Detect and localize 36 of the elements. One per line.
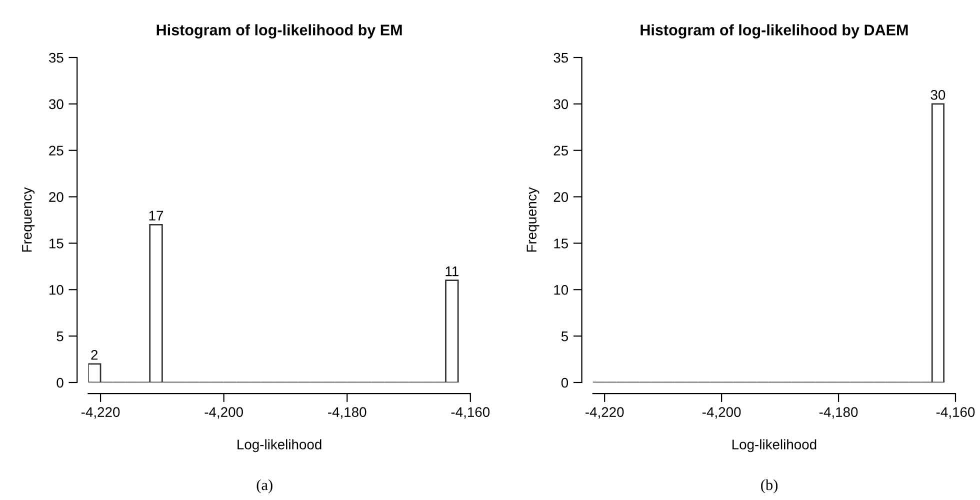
data-label: 11 [446, 266, 458, 276]
data-label: 30 [930, 90, 946, 100]
data-label: 2 [91, 350, 98, 360]
y-tick-label: 25 [49, 146, 64, 156]
x-tick-label: -4,160 [936, 407, 975, 419]
x-axis-title: Log-likelihood [238, 439, 322, 452]
x-tick-label: -4,200 [702, 407, 741, 419]
y-tick-label: 35 [554, 52, 568, 63]
y-tick-label: 5 [561, 332, 568, 342]
y-axis-title: Frequency [22, 187, 35, 252]
data-label: 17 [149, 210, 164, 220]
chart-title: Histogram of log-likelihood by DAEM [640, 24, 908, 39]
y-tick-label: 5 [56, 332, 64, 342]
y-tick-label: 0 [56, 378, 64, 388]
y-tick-label: 30 [48, 99, 64, 110]
y-tick-label: 10 [554, 284, 568, 295]
y-tick-label: 10 [50, 284, 64, 295]
y-tick-label: 15 [50, 238, 64, 248]
x-tick-label: -4,180 [328, 407, 366, 419]
y-tick-label: 0 [561, 378, 568, 388]
x-tick-label: -4,160 [451, 407, 490, 419]
y-axis-title: Frequency [526, 187, 540, 252]
text: (a) [256, 479, 272, 494]
x-tick-label: -4,220 [81, 407, 120, 419]
y-tick-label: 25 [554, 146, 568, 156]
x-tick-label: -4,180 [819, 407, 858, 419]
y-tick-label: 15 [554, 238, 568, 248]
x-tick-label: -4,200 [204, 407, 243, 419]
y-tick-label: 20 [49, 192, 64, 202]
chart-title: Histogram of log-likelihood by EM [156, 24, 402, 39]
y-tick-label: 30 [554, 99, 568, 110]
y-tick-label: 35 [48, 52, 64, 63]
y-tick-label: 20 [554, 192, 568, 202]
x-tick-label: -4,220 [586, 407, 624, 419]
x-axis-title: Log-likelihood [732, 439, 816, 452]
text: (b) [761, 479, 778, 494]
